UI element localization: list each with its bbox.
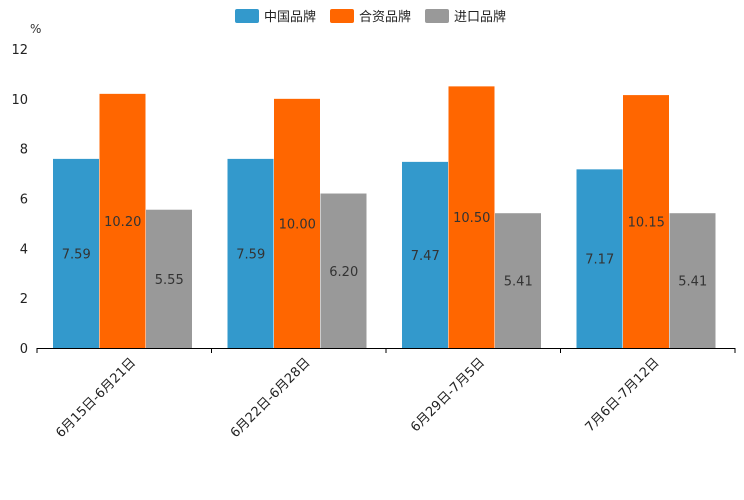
y-tick-label: 0 [20,342,28,357]
legend-item[interactable]: 合资品牌 [330,9,411,25]
legend-item[interactable]: 中国品牌 [235,9,316,25]
x-tick-label: 6月15日-6月21日 [53,355,139,441]
data-label: 7.17 [585,253,614,268]
y-axis: 0 2 4 6 8 10 12 [11,43,28,357]
bars: 7.59 10.20 5.55 7.59 10.00 6.20 7.47 10.50 5.41 7… [53,86,716,349]
bar-1-3[interactable] [402,161,448,348]
legend-item[interactable]: 进口品牌 [425,9,506,25]
bar-2-4[interactable] [623,95,669,349]
legend-swatch [235,9,259,23]
x-tick-label: 6月22日-6月28日 [228,355,314,441]
bar-3-2[interactable] [320,193,367,348]
data-label: 7.59 [236,247,265,262]
data-label: 10.20 [104,215,141,230]
y-axis-unit-label: % [30,22,41,36]
data-label: 5.41 [678,275,707,290]
data-label: 10.50 [453,211,490,226]
legend-label: 中国品牌 [264,9,316,25]
y-tick-label: 4 [20,242,28,257]
x-tick-label: 6月29日-7月5日 [408,355,488,435]
bar-2-3[interactable] [448,86,495,348]
x-axis: 6月15日-6月21日 6月22日-6月28日 6月29日-7月5日 7月6日-7月1… [36,348,736,441]
data-label: 7.47 [411,249,440,264]
data-label: 7.59 [62,247,91,262]
bar-1-4[interactable] [576,169,623,348]
data-label: 5.41 [504,275,533,290]
legend-label: 进口品牌 [454,9,506,25]
y-tick-label: 12 [11,43,28,58]
data-label: 10.15 [628,216,665,231]
x-tick-label: 7月6日-7月12日 [583,355,663,435]
bar-2-2[interactable] [274,98,320,348]
bar-3-3[interactable] [495,213,541,348]
bar-3-4[interactable] [669,213,716,348]
legend-label: 合资品牌 [359,9,411,25]
y-tick-label: 2 [20,292,28,307]
legend-swatch [425,9,449,23]
data-label: 6.20 [329,265,358,280]
data-label: 10.00 [279,217,316,232]
bar-1-1[interactable] [53,158,99,348]
legend-swatch [330,9,354,23]
data-label: 5.55 [155,273,184,288]
y-tick-label: 6 [20,193,28,208]
y-tick-label: 10 [11,93,28,108]
bar-2-1[interactable] [99,93,146,348]
bar-3-1[interactable] [146,209,192,348]
bar-1-2[interactable] [227,158,274,348]
legend[interactable]: 中国品牌 合资品牌 进口品牌 [235,9,506,25]
y-tick-label: 8 [20,143,28,158]
